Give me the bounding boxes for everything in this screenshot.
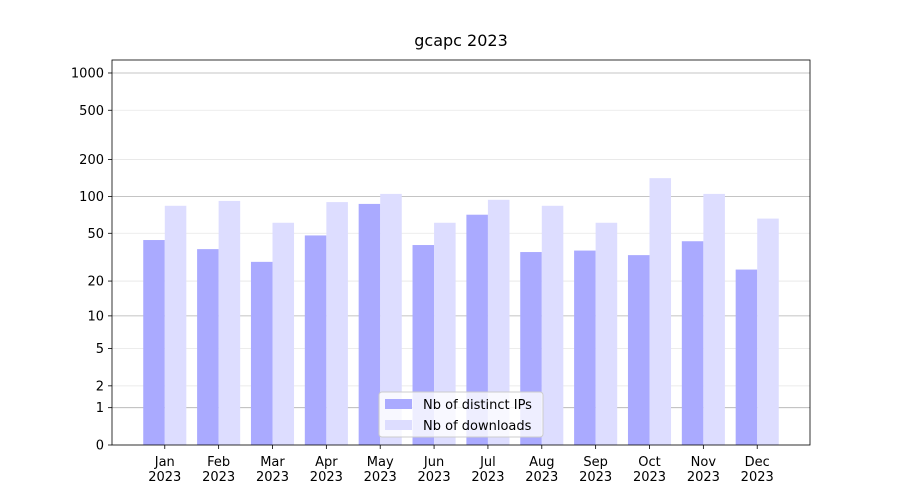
y-tick-label: 1 [96,401,104,416]
bar [218,200,241,445]
y-tick-label: 50 [87,227,104,242]
legend-box [378,391,544,438]
x-tick-label: Jan 2023 [148,455,181,485]
x-tick-label: Aug 2023 [525,455,558,485]
bar [541,205,564,445]
y-tick-label: 20 [87,275,104,290]
bar [272,222,295,445]
legend-text: Nb of distinct IPs [423,398,532,413]
bar [466,214,488,445]
y-tick-label: 1000 [71,66,104,81]
y-tick-label: 100 [79,190,104,205]
y-tick-label: 10 [87,309,104,324]
bar [326,202,348,445]
bar [250,261,273,445]
bar [681,241,704,445]
y-tick-label: 5 [96,342,104,357]
x-tick-label: Sep 2023 [579,455,612,485]
x-tick-label: Oct 2023 [633,455,666,485]
bar [703,193,725,445]
bar [143,240,165,445]
x-tick-label: Apr 2023 [310,455,343,485]
x-tick-label: Nov 2023 [687,455,720,485]
bar [627,255,650,445]
legend-swatch [385,399,412,409]
bar [574,250,596,445]
legend-text: Nb of downloads [423,419,532,434]
bar [649,178,672,446]
bar [304,235,327,445]
legend: Nb of distinct IPs Nb of downloads [378,391,544,438]
chart-title: gcapc 2023 [414,31,508,50]
x-tick-label: Jun 2023 [418,455,451,485]
bar [197,249,219,445]
bar [487,199,510,445]
legend-swatch [385,420,412,430]
y-tick-label: 0 [96,439,104,454]
x-tick-label: Mar 2023 [256,455,289,485]
x-tick-label: Jul 2023 [471,455,504,485]
x-tick-label: May 2023 [364,455,397,485]
bar [735,269,758,445]
bar [595,222,618,445]
bar [434,222,456,445]
x-tick-label: Dec 2023 [741,455,774,485]
bar [380,193,402,445]
y-tick-label: 2 [96,379,104,394]
plot-frame [111,59,811,446]
bar [358,203,381,445]
y-tick-label: 200 [79,153,104,168]
bar [757,218,779,445]
bar [164,205,187,445]
x-tick-label: Feb 2023 [202,455,235,485]
y-tick-label: 500 [79,104,104,119]
